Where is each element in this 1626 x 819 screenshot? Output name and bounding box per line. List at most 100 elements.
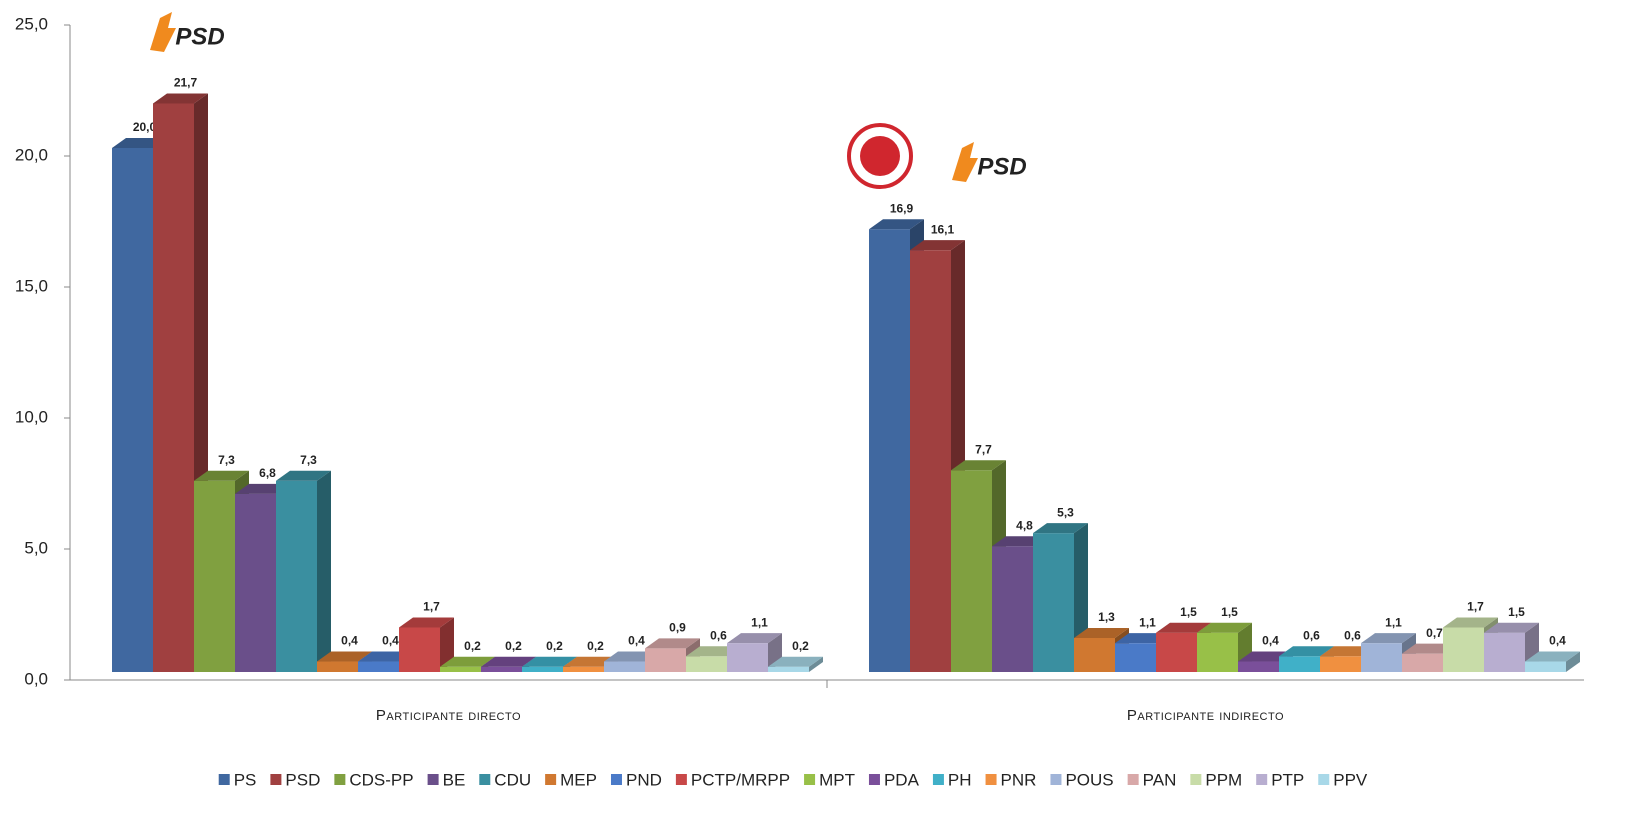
bar-side xyxy=(317,470,331,672)
legend-swatch xyxy=(479,774,491,785)
value-label: 1,1 xyxy=(751,615,768,629)
bar-top xyxy=(1197,622,1252,633)
bar xyxy=(768,656,823,672)
legend-swatch xyxy=(1127,774,1139,785)
legend-label: POUS xyxy=(1065,770,1113,789)
value-label: 7,3 xyxy=(218,453,235,467)
legend-label: PNR xyxy=(1001,770,1037,789)
bar-front xyxy=(1525,661,1566,672)
legend-label: MEP xyxy=(560,770,597,789)
bar-front xyxy=(194,480,235,672)
bar-top xyxy=(276,470,331,481)
bar-top xyxy=(481,656,536,667)
value-label: 0,2 xyxy=(587,639,604,653)
bar-front xyxy=(1484,632,1525,672)
value-label: 1,1 xyxy=(1139,615,1156,629)
value-label: 5,3 xyxy=(1057,505,1074,519)
bar-front xyxy=(1320,656,1361,672)
bar-front xyxy=(317,661,358,672)
value-label: 1,5 xyxy=(1508,605,1525,619)
legend-swatch xyxy=(270,774,282,785)
value-label: 4,8 xyxy=(1016,518,1033,532)
y-tick-label: 20,0 xyxy=(15,145,48,164)
legend: PS PSD CDS-PP BE CDU MEP PND PCTP/MRPP MPT PDA PH P… xyxy=(218,770,1368,789)
legend-label: PPM xyxy=(1205,770,1242,789)
bar-top xyxy=(1443,617,1498,628)
value-label: 16,9 xyxy=(890,201,914,215)
bar-front xyxy=(645,648,686,672)
value-label: 0,7 xyxy=(1426,626,1443,640)
logo-text: PSD xyxy=(977,153,1026,180)
value-label: 0,4 xyxy=(1549,634,1566,648)
legend-label: PSD xyxy=(285,770,320,789)
legend-swatch xyxy=(1318,774,1330,785)
value-label: 1,1 xyxy=(1385,615,1402,629)
bar-top xyxy=(1156,622,1211,633)
bar-front xyxy=(235,493,276,672)
legend-swatch xyxy=(1256,774,1268,785)
bar-front xyxy=(1361,643,1402,672)
bar-front xyxy=(481,666,522,672)
bar-top xyxy=(951,460,1006,471)
legend-label: PND xyxy=(626,770,662,789)
value-label: 7,7 xyxy=(975,442,992,456)
bar-top xyxy=(317,651,372,662)
legend-swatch xyxy=(985,774,997,785)
bar-top xyxy=(153,93,208,104)
value-label: 1,5 xyxy=(1221,605,1238,619)
bar-front xyxy=(1197,632,1238,672)
legend-label: PAN xyxy=(1143,770,1177,789)
legend-swatch xyxy=(545,774,557,785)
value-label: 0,2 xyxy=(464,639,481,653)
bar-top xyxy=(1033,523,1088,534)
legend-swatch xyxy=(610,774,622,785)
legend-swatch xyxy=(334,774,346,785)
legend-swatch xyxy=(932,774,944,785)
bar-front xyxy=(1443,627,1484,672)
legend-label: CDU xyxy=(494,770,531,789)
y-tick-label: 10,0 xyxy=(15,407,48,426)
bar-top xyxy=(399,617,454,628)
bar-front xyxy=(686,656,727,672)
value-label: 0,4 xyxy=(382,634,399,648)
bar-front xyxy=(869,229,910,672)
logo: PSD xyxy=(150,12,225,52)
legend-label: CDS-PP xyxy=(349,770,413,789)
bar-top xyxy=(194,470,249,481)
value-label: 0,6 xyxy=(1303,628,1320,642)
value-label: 1,7 xyxy=(423,600,440,614)
value-label: 0,6 xyxy=(710,628,727,642)
value-label: 21,7 xyxy=(174,76,198,90)
bar-top xyxy=(1361,633,1416,644)
bar-front xyxy=(1074,637,1115,672)
legend-swatch xyxy=(868,774,880,785)
legend-swatch xyxy=(427,774,439,785)
value-label: 1,7 xyxy=(1467,600,1484,614)
y-tick-label: 15,0 xyxy=(15,276,48,295)
value-label: 0,2 xyxy=(505,639,522,653)
bar-top xyxy=(522,656,577,667)
bar-side xyxy=(440,617,454,672)
legend-label: BE xyxy=(443,770,466,789)
value-label: 1,3 xyxy=(1098,610,1115,624)
bar-front xyxy=(951,470,992,672)
value-label: 0,4 xyxy=(341,634,358,648)
bar-front xyxy=(563,666,604,672)
bar-top xyxy=(910,240,965,251)
bar-front xyxy=(910,250,951,672)
legend-swatch xyxy=(804,774,816,785)
bar-front xyxy=(440,666,481,672)
bar xyxy=(727,633,782,672)
y-tick-label: 5,0 xyxy=(24,538,48,557)
bar-front xyxy=(153,103,194,672)
bar-front xyxy=(1115,643,1156,672)
bar xyxy=(276,470,331,672)
legend-label: PH xyxy=(948,770,972,789)
legend-label: PPV xyxy=(1333,770,1368,789)
bar-top xyxy=(1525,651,1580,662)
value-label: 7,3 xyxy=(300,453,317,467)
bar-top xyxy=(869,219,924,230)
x-tick-label: Participante indirecto xyxy=(1127,707,1284,724)
bar-top xyxy=(1279,646,1334,657)
bar-front xyxy=(768,666,809,672)
